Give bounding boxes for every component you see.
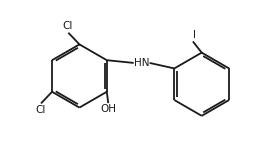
Text: Cl: Cl xyxy=(62,21,73,31)
Text: I: I xyxy=(193,30,196,40)
Text: HN: HN xyxy=(134,58,150,68)
Text: Cl: Cl xyxy=(35,105,45,115)
Text: OH: OH xyxy=(100,104,116,114)
